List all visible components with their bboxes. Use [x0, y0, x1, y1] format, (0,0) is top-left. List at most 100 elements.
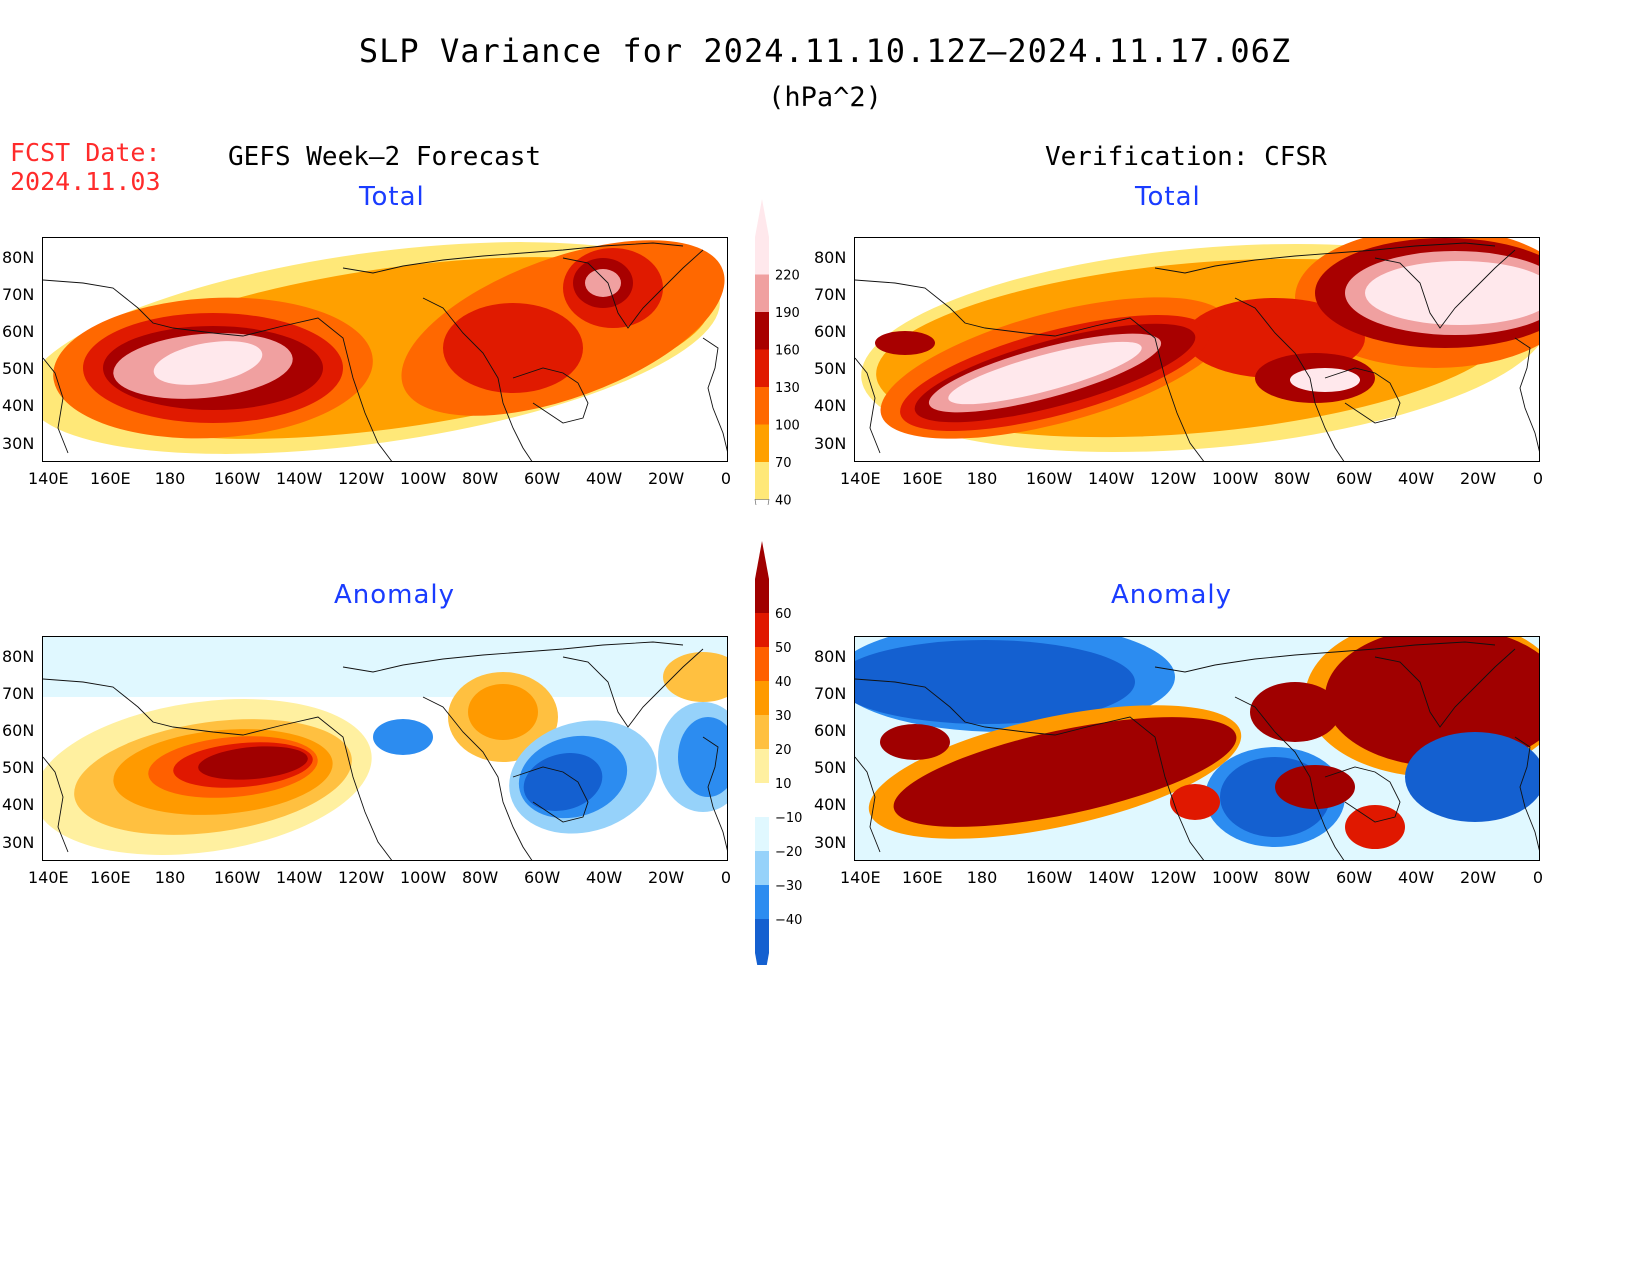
lon-tick-label: 180 [154, 469, 186, 488]
colorbar-swatch [755, 681, 769, 715]
lon-tick-label: 140E [840, 868, 881, 887]
fcst-date-block: FCST Date: 2024.11.03 [10, 138, 161, 196]
coastline [1374, 249, 1516, 329]
lon-tick-label: 140E [840, 469, 881, 488]
coastline [702, 736, 727, 851]
lon-tick-label: 100W [400, 469, 447, 488]
lon-tick-label: 140W [1088, 469, 1135, 488]
colorbar-tick-label: 10 [775, 777, 792, 792]
lon-tick-label: 20W [1460, 469, 1497, 488]
lat-tick-label: 70N [2, 684, 35, 703]
lat-tick-label: 30N [814, 434, 847, 453]
coastline [342, 242, 684, 274]
lon-tick-label: 160E [902, 868, 943, 887]
coastline [1324, 766, 1401, 823]
colorbar-swatch [755, 237, 769, 275]
coastline [1324, 367, 1401, 424]
left-header: GEFS Week–2 Forecast [228, 142, 542, 172]
lat-tick-label: 60N [814, 721, 847, 740]
lon-tick-label: 0 [1532, 469, 1544, 488]
lat-tick-label: 30N [2, 833, 35, 852]
field-contour [585, 269, 621, 297]
colorbar-tip [755, 541, 769, 579]
lat-tick-label: 60N [814, 322, 847, 341]
coastline [43, 279, 393, 461]
lon-tick-label: 0 [720, 868, 732, 887]
coastline [1234, 696, 1345, 860]
lon-tick-label: 0 [1532, 868, 1544, 887]
colorbar-tick-label: 130 [775, 381, 800, 396]
field-contour [948, 341, 1142, 405]
lat-tick-label: 50N [814, 359, 847, 378]
lat-tick-label: 70N [814, 285, 847, 304]
top-right-label: Total [1135, 182, 1201, 212]
anomaly-colorbar: −40 −30 −20 −10 10 20 30 40 50 60 [755, 541, 802, 965]
coastline [562, 249, 704, 329]
colorbar-swatch [755, 387, 769, 425]
map-field [43, 637, 727, 860]
field-contour [663, 652, 727, 702]
map-field [855, 637, 1539, 860]
colorbar-tick-label: 220 [775, 269, 800, 284]
lon-tick-label: 0 [720, 469, 732, 488]
lon-tick-label: 20W [1460, 868, 1497, 887]
field-contour [1405, 732, 1539, 822]
lon-tick-label: 160W [214, 868, 261, 887]
lat-tick-label: 80N [814, 647, 847, 666]
field-contour [875, 331, 935, 355]
colorbar-tick-label: 40 [775, 675, 792, 690]
colorbar-tick-label: 20 [775, 743, 792, 758]
lat-tick-label: 60N [2, 322, 35, 341]
colorbar-tick-label: 40 [775, 494, 792, 506]
lat-tick-label: 40N [2, 396, 35, 415]
lon-tick-label: 60W [524, 469, 561, 488]
lon-tick-label: 20W [648, 469, 685, 488]
units-label: (hPa^2) [768, 82, 882, 113]
colorbar-swatch [755, 817, 769, 851]
forecast-anomaly-map [42, 636, 728, 861]
coastline [855, 279, 1205, 461]
lon-tick-label: 120W [1150, 868, 1197, 887]
fcst-date-label: FCST Date: [10, 138, 161, 167]
coastline [702, 337, 727, 452]
field-contour [880, 724, 950, 760]
lat-tick-label: 80N [2, 248, 35, 267]
lon-tick-label: 160W [214, 469, 261, 488]
colorbar-tick-label: 50 [775, 641, 792, 656]
field-layer [855, 637, 1539, 860]
lon-tick-label: 100W [1212, 868, 1259, 887]
field-contour [1345, 805, 1405, 849]
lat-tick-label: 50N [814, 758, 847, 777]
colorbar-tip [754, 499, 770, 505]
colorbar-tick-label: 190 [775, 306, 800, 321]
lat-tick-label: 80N [2, 647, 35, 666]
coastline [422, 297, 533, 461]
lat-tick-label: 50N [2, 359, 35, 378]
coastline [512, 766, 589, 823]
lon-tick-label: 100W [1212, 469, 1259, 488]
fcst-date-value: 2024.11.03 [10, 167, 161, 196]
colorbar-swatch [755, 349, 769, 387]
lat-tick-label: 40N [814, 396, 847, 415]
lat-tick-label: 30N [814, 833, 847, 852]
chart-title: SLP Variance for 2024.11.10.12Z–2024.11.… [358, 32, 1292, 70]
map-field [43, 240, 727, 461]
lon-tick-label: 180 [966, 469, 998, 488]
coastline [562, 648, 704, 728]
colorbar-swatch [755, 749, 769, 783]
lat-tick-label: 40N [2, 795, 35, 814]
colorbar-swatch [755, 647, 769, 681]
colorbar-swatch [755, 312, 769, 350]
coastline [43, 357, 69, 454]
verification-total-map [854, 237, 1540, 462]
colorbar-tip [755, 953, 769, 965]
lon-tick-label: 120W [338, 469, 385, 488]
lon-tick-label: 140E [28, 469, 69, 488]
total-colorbar: 40 70 100 130 160 190 220 [754, 199, 800, 506]
right-header: Verification: CFSR [1045, 142, 1327, 172]
colorbar-swatch [755, 783, 769, 817]
coastline [1154, 641, 1496, 673]
map-field [855, 238, 1539, 461]
colorbar-swatch [755, 579, 769, 613]
lon-tick-label: 120W [1150, 469, 1197, 488]
